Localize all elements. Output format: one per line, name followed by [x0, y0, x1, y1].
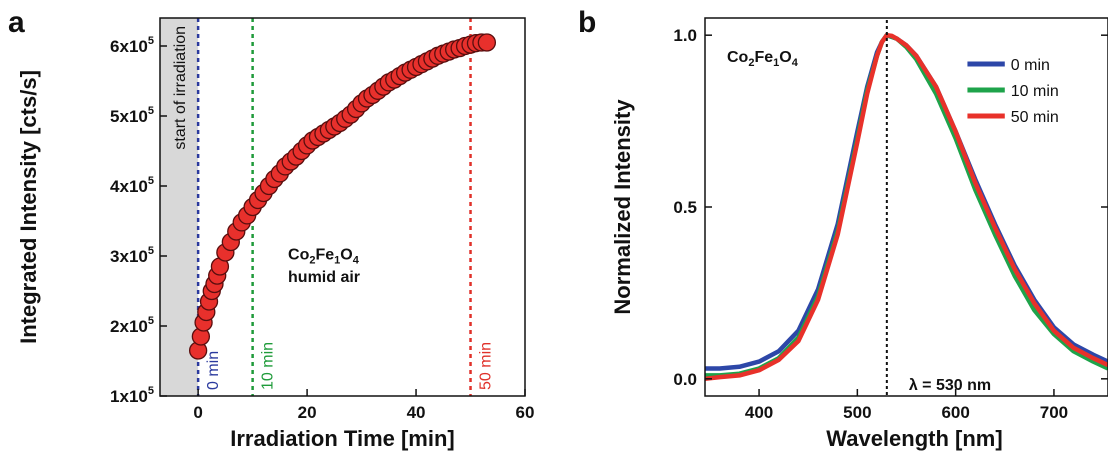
x-tick-label: 0 — [193, 403, 202, 422]
data-point — [477, 33, 497, 52]
legend-label-2: 50 min — [1011, 109, 1059, 126]
x-axis-ticks: 400 500 600 700 — [745, 389, 1068, 422]
x-axis-ticks: 0 20 40 60 — [193, 389, 534, 422]
x-tick-label: 700 — [1040, 403, 1068, 422]
material-fe: Fe — [315, 247, 334, 264]
y-axis-title: Integrated Intensity [cts/s] — [16, 70, 41, 344]
material-co: Co — [288, 247, 310, 264]
material-o: O — [340, 247, 352, 264]
x-tick-label: 400 — [745, 403, 773, 422]
svg-text:Co2Fe1O4: Co2Fe1O4 — [288, 247, 360, 267]
y-tick-label: 0.0 — [673, 370, 697, 389]
material-sub-4: 4 — [353, 255, 360, 267]
x-tick-label: 600 — [941, 403, 969, 422]
material-sub-2: 2 — [309, 255, 315, 267]
material-annotation: Co2Fe1O4 — [727, 49, 799, 69]
material-annotation: Co2Fe1O4 humid air — [288, 247, 360, 286]
x-tick-label: 500 — [843, 403, 871, 422]
shaded-region — [160, 18, 199, 396]
material-o: O — [779, 49, 791, 66]
panel-a-label: a — [8, 6, 25, 39]
y-tick-label: 1x105 — [110, 385, 154, 406]
plot-frame — [704, 17, 1108, 397]
humid-air-label: humid air — [288, 269, 360, 286]
shaded-region-label: start of irradiation — [172, 26, 189, 150]
material-co: Co — [727, 49, 749, 66]
y-tick-label: 1.0 — [673, 26, 697, 45]
time-markers: 0 min 10 min 50 min — [196, 18, 495, 396]
y-tick-label: 5x105 — [110, 105, 154, 126]
marker-label-1: 10 min — [260, 342, 277, 390]
spectra-lines — [704, 32, 1108, 382]
legend-label-0: 0 min — [1011, 57, 1050, 74]
material-sub-4: 4 — [792, 57, 799, 69]
x-axis-title: Wavelength [nm] — [826, 426, 1002, 451]
y-tick-label: 4x105 — [110, 175, 154, 196]
data-points — [188, 33, 497, 360]
y-tick-label: 3x105 — [110, 245, 154, 266]
material-sub-1: 1 — [773, 57, 779, 69]
x-tick-label: 40 — [407, 403, 426, 422]
legend: 0 min 10 min 50 min — [967, 57, 1059, 126]
plot-frame — [159, 17, 526, 397]
material-sub-2: 2 — [748, 57, 754, 69]
panel-a: a start of irradiation 0 min 10 min 50 min… — [8, 6, 534, 451]
legend-label-1: 10 min — [1011, 83, 1059, 100]
svg-text:Co2Fe1O4: Co2Fe1O4 — [727, 49, 799, 69]
y-axis-ticks: 0.0 0.5 1.0 — [673, 26, 1108, 389]
y-axis-ticks: 1x105 2x105 3x105 4x105 5x105 6x105 — [110, 35, 167, 406]
x-tick-label: 60 — [516, 403, 535, 422]
y-axis-title: Normalized Intensity — [610, 99, 635, 315]
x-tick-label: 20 — [298, 403, 317, 422]
material-sub-1: 1 — [334, 255, 340, 267]
marker-label-0: 0 min — [205, 351, 222, 390]
panel-b-label: b — [578, 6, 596, 39]
x-axis-title: Irradiation Time [min] — [230, 426, 455, 451]
y-tick-label: 0.5 — [673, 198, 697, 217]
material-fe: Fe — [754, 49, 773, 66]
series-line-2 — [704, 32, 1108, 382]
y-tick-label: 2x105 — [110, 315, 154, 336]
peak-label: λ = 530 nm — [909, 377, 991, 394]
marker-label-2: 50 min — [478, 342, 495, 390]
y-tick-label: 6x105 — [110, 35, 154, 56]
panel-b: b 400 500 600 700 0.0 0.5 1.0 Wavelength [nm]… — [578, 6, 1108, 451]
